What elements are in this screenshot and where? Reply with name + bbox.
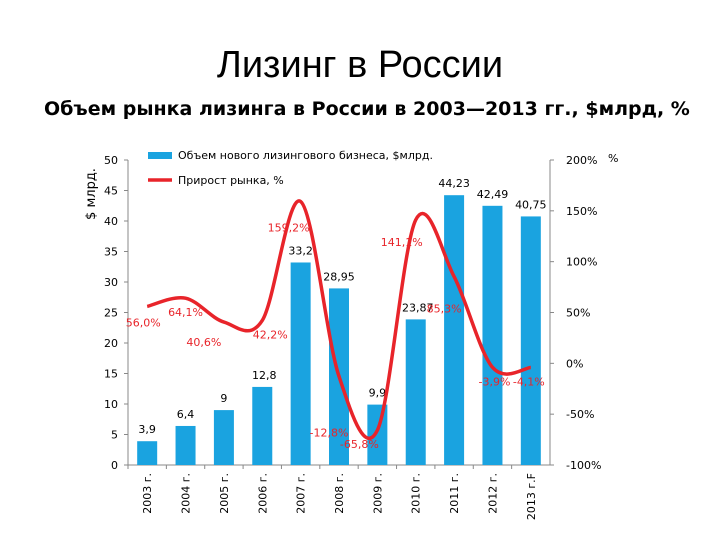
right-tick-label: -50% bbox=[566, 408, 594, 421]
bar-value-label: 9 bbox=[220, 392, 227, 405]
line-value-label: 42,2% bbox=[253, 328, 288, 341]
left-tick-label: 10 bbox=[104, 398, 118, 411]
line-value-label: -3,9% bbox=[478, 375, 510, 388]
x-tick-label: 2010 г. bbox=[410, 473, 423, 514]
bar-value-label: 9,9 bbox=[369, 387, 387, 400]
right-tick-label: 0% bbox=[566, 357, 583, 370]
x-tick-label: 2005 г. bbox=[218, 473, 231, 514]
bar-value-label: 23,87 bbox=[402, 301, 434, 314]
bar bbox=[367, 404, 388, 465]
line-value-label: 159,2% bbox=[268, 221, 310, 234]
left-tick-label: 35 bbox=[104, 246, 118, 259]
x-tick-label: 2006 г. bbox=[256, 473, 269, 514]
bar bbox=[213, 410, 234, 465]
x-tick-label: 2009 г. bbox=[371, 473, 384, 514]
bar-value-label: 42,49 bbox=[477, 188, 509, 201]
x-tick-label: 2008 г. bbox=[333, 473, 346, 514]
chart-title: Объем рынка лизинга в России в 2003—2013… bbox=[44, 98, 690, 120]
bar bbox=[252, 386, 273, 465]
left-tick-label: 25 bbox=[104, 307, 118, 320]
x-tick-label: 2012 г. bbox=[486, 473, 499, 514]
right-tick-label: -100% bbox=[566, 459, 601, 472]
left-tick-label: 30 bbox=[104, 276, 118, 289]
bar bbox=[175, 425, 196, 465]
bar bbox=[520, 216, 541, 465]
bar-value-label: 44,23 bbox=[438, 177, 470, 190]
bar-value-label: 33,2 bbox=[288, 244, 313, 257]
left-tick-label: 20 bbox=[104, 337, 118, 350]
bar-value-label: 12,8 bbox=[252, 369, 277, 382]
bar-value-label: 3,9 bbox=[138, 423, 156, 436]
left-tick-label: 0 bbox=[111, 459, 118, 472]
right-axis-label: % bbox=[608, 152, 618, 165]
bar bbox=[482, 205, 503, 465]
x-tick-label: 2011 г. bbox=[448, 473, 461, 514]
legend-line-label: Прирост рынка, % bbox=[178, 174, 284, 187]
bar bbox=[290, 262, 311, 465]
legend-bar-label: Объем нового лизингового бизнеса, $млрд. bbox=[178, 149, 433, 162]
left-tick-label: 5 bbox=[111, 429, 118, 442]
bar-value-label: 28,95 bbox=[323, 270, 355, 283]
legend-bar-swatch bbox=[148, 152, 172, 159]
right-tick-label: 200% bbox=[566, 154, 597, 167]
left-tick-label: 50 bbox=[104, 154, 118, 167]
x-tick-label: 2007 г. bbox=[295, 473, 308, 514]
line-value-label: 141,1% bbox=[381, 236, 423, 249]
right-tick-label: 50% bbox=[566, 307, 590, 320]
left-axis-label: $ млрд. bbox=[84, 168, 99, 220]
x-tick-label: 2013 г.F bbox=[525, 473, 538, 520]
bar-value-label: 40,75 bbox=[515, 198, 547, 211]
left-tick-label: 40 bbox=[104, 215, 118, 228]
bar-value-label: 6,4 bbox=[177, 408, 195, 421]
slide-title: Лизинг в России bbox=[216, 44, 504, 86]
x-tick-label: 2003 г. bbox=[141, 473, 154, 514]
line-value-label: 85,3% bbox=[427, 303, 462, 316]
bar bbox=[137, 441, 158, 465]
bar bbox=[444, 195, 465, 465]
left-tick-label: 45 bbox=[104, 185, 118, 198]
growth-line bbox=[146, 199, 532, 440]
x-tick-label: 2004 г. bbox=[180, 473, 193, 514]
line-value-label: -12,8% bbox=[310, 426, 349, 439]
line-value-label: 64,1% bbox=[168, 306, 203, 319]
right-tick-label: 100% bbox=[566, 256, 597, 269]
line-value-label: -65,8% bbox=[340, 438, 379, 451]
line-value-label: -4,1% bbox=[513, 376, 545, 389]
line-value-label: 40,6% bbox=[186, 336, 221, 349]
line-value-label: 56,0% bbox=[126, 316, 161, 329]
right-tick-label: 150% bbox=[566, 205, 597, 218]
bar bbox=[405, 319, 426, 465]
left-tick-label: 15 bbox=[104, 368, 118, 381]
